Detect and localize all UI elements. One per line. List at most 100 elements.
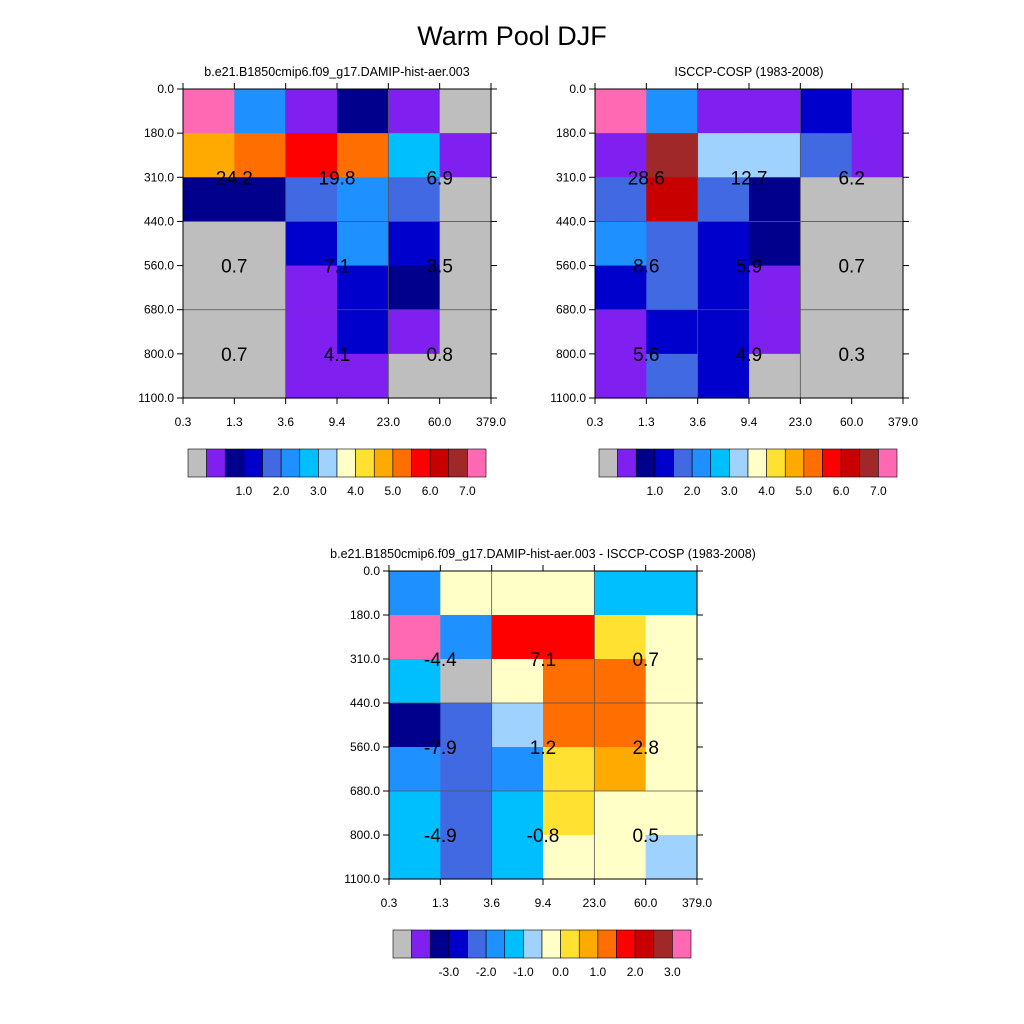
colorbar-swatch bbox=[299, 448, 319, 478]
colorbar-swatch bbox=[448, 929, 468, 959]
heatmap-cell bbox=[851, 265, 904, 311]
heatmap-cell bbox=[439, 89, 492, 134]
region-value-label: 3.5 bbox=[426, 257, 452, 278]
heatmap-cell bbox=[594, 791, 647, 836]
heatmap-cell bbox=[645, 659, 698, 704]
heatmap-cell bbox=[800, 309, 853, 355]
heatmap-cell bbox=[491, 835, 544, 880]
x-tick-label: 23.0 bbox=[583, 896, 607, 910]
heatmap-cell bbox=[234, 353, 287, 399]
y-tick-label: 180.0 bbox=[144, 126, 174, 140]
colorbar-label: 3.0 bbox=[721, 484, 738, 498]
heatmap-cell bbox=[388, 309, 441, 355]
colorbar-swatch bbox=[224, 448, 245, 478]
colorbar-swatch bbox=[448, 448, 468, 478]
heatmap-cell bbox=[697, 221, 750, 267]
x-tick-label: 3.6 bbox=[277, 415, 294, 429]
colorbar-label: 1.0 bbox=[590, 965, 607, 979]
heatmap-cell bbox=[594, 615, 647, 660]
heatmap-cell bbox=[234, 309, 287, 355]
colorbar-swatch bbox=[840, 448, 861, 478]
heatmap-cell bbox=[645, 571, 698, 616]
region-value-label: 7.1 bbox=[324, 257, 350, 278]
region-value-label: 4.1 bbox=[324, 345, 350, 366]
heatmap-cell bbox=[285, 353, 338, 399]
region-value-label: -0.8 bbox=[527, 826, 560, 847]
colorbar-swatch bbox=[187, 448, 207, 478]
y-tick-label: 0.0 bbox=[363, 564, 380, 578]
heatmap-cell bbox=[389, 791, 441, 836]
colorbar-swatch bbox=[597, 929, 617, 959]
heatmap-cell bbox=[234, 265, 287, 311]
heatmap-cell bbox=[183, 133, 235, 178]
colorbar-swatch bbox=[578, 929, 599, 959]
y-tick-label: 440.0 bbox=[350, 696, 380, 710]
colorbar-swatch bbox=[598, 448, 618, 478]
heatmap-cell bbox=[851, 221, 904, 267]
heatmap-cell bbox=[645, 615, 698, 660]
colorbar-swatch bbox=[262, 448, 282, 478]
colorbar-swatch bbox=[523, 929, 543, 959]
colorbar-swatch bbox=[803, 448, 823, 478]
colorbar-label: 0.0 bbox=[552, 965, 569, 979]
heatmap-cell bbox=[594, 703, 647, 748]
region-value-label: 0.7 bbox=[221, 257, 247, 278]
region-value-label: 19.8 bbox=[319, 168, 356, 189]
region-value-label: 6.2 bbox=[838, 168, 864, 189]
colorbar-label: 3.0 bbox=[310, 484, 327, 498]
heatmap-cell bbox=[439, 353, 492, 399]
colorbar-swatch bbox=[355, 448, 375, 478]
y-tick-label: 180.0 bbox=[350, 608, 380, 622]
region-value-label: 0.8 bbox=[426, 345, 452, 366]
x-tick-label: 9.4 bbox=[329, 415, 346, 429]
heatmap-cell bbox=[697, 177, 750, 223]
heatmap-cell bbox=[389, 703, 441, 748]
colorbar: 1.0 2.0 3.0 4.0 5.0 6.0 7.0 bbox=[598, 448, 898, 498]
heatmap-cell bbox=[183, 89, 235, 134]
region-value-label: 4.9 bbox=[736, 345, 762, 366]
heatmap-cell bbox=[543, 703, 595, 748]
region-value-label: 28.6 bbox=[628, 168, 665, 189]
region-value-label: 24.2 bbox=[216, 168, 253, 189]
colorbar-swatch bbox=[634, 929, 655, 959]
heatmap-cell bbox=[595, 265, 647, 311]
x-tick-label: 23.0 bbox=[789, 415, 813, 429]
colorbar-swatch bbox=[206, 448, 226, 478]
heatmap-cell bbox=[851, 353, 904, 399]
colorbar-swatch bbox=[318, 448, 338, 478]
region-value-label: -4.9 bbox=[424, 826, 457, 847]
region-value-label: 0.7 bbox=[632, 650, 658, 671]
heatmap-cell bbox=[285, 177, 338, 223]
colorbar-label: -1.0 bbox=[513, 965, 534, 979]
heatmap-cell bbox=[800, 221, 853, 267]
colorbar-label: 7.0 bbox=[459, 484, 476, 498]
heatmap-cell bbox=[595, 221, 647, 267]
y-tick-label: 310.0 bbox=[556, 170, 586, 184]
y-tick-label: 310.0 bbox=[350, 652, 380, 666]
colorbar-label: 4.0 bbox=[758, 484, 775, 498]
colorbar-label: 1.0 bbox=[647, 484, 664, 498]
heatmap-cell bbox=[285, 309, 338, 355]
heatmap-cell bbox=[646, 133, 699, 178]
y-tick-label: 1100.0 bbox=[138, 391, 174, 405]
heatmap-cell bbox=[337, 177, 389, 223]
colorbar-label: 2.0 bbox=[627, 965, 644, 979]
heatmap-cell bbox=[800, 353, 853, 399]
x-tick-label: 60.0 bbox=[634, 896, 658, 910]
y-tick-label: 560.0 bbox=[350, 740, 380, 754]
heatmap-cell bbox=[234, 221, 287, 267]
heatmap-cell bbox=[851, 309, 904, 355]
y-tick-label: 310.0 bbox=[144, 170, 174, 184]
heatmap-cell bbox=[337, 309, 389, 355]
x-tick-label: 379.0 bbox=[888, 415, 918, 429]
region-value-label: 12.7 bbox=[731, 168, 768, 189]
heatmap-cell bbox=[440, 659, 493, 704]
heatmap-cell bbox=[337, 265, 389, 311]
heatmap-cell bbox=[439, 265, 492, 311]
y-tick-label: 800.0 bbox=[350, 828, 380, 842]
panel-title: ISCCP-COSP (1983-2008) bbox=[674, 65, 823, 79]
x-tick-label: 1.3 bbox=[638, 415, 655, 429]
colorbar-label: 6.0 bbox=[833, 484, 850, 498]
x-tick-label: 0.3 bbox=[381, 896, 398, 910]
x-tick-label: 60.0 bbox=[840, 415, 864, 429]
